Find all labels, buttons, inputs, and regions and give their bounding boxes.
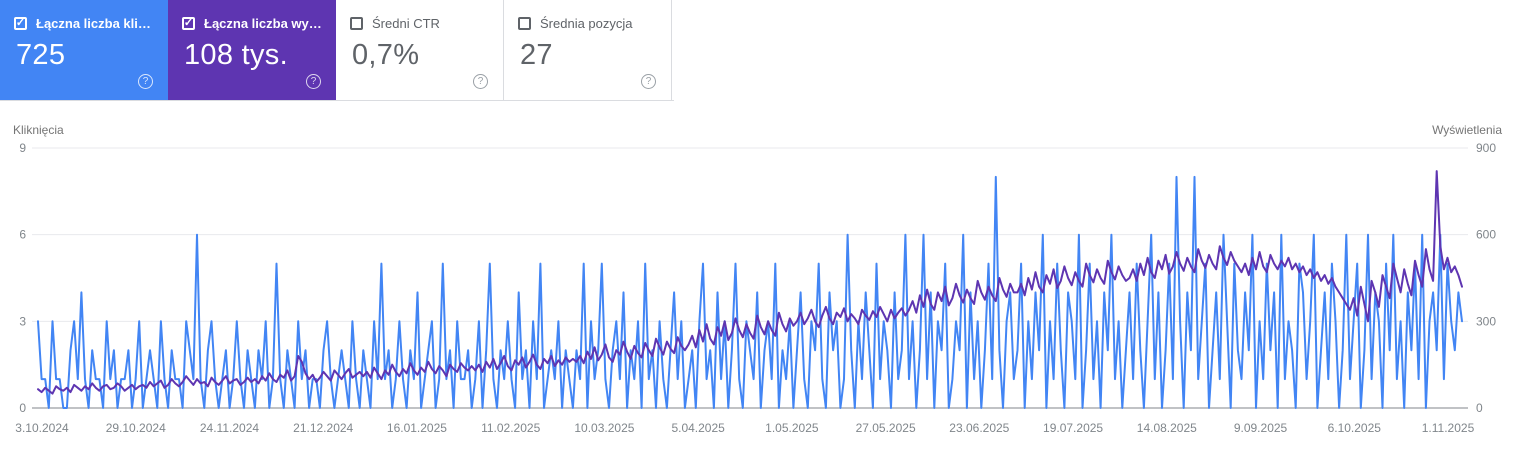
summary-card-position[interactable]: Średnia pozycja 27 ? [504, 0, 672, 100]
left-axis-tick: 9 [19, 141, 26, 155]
x-axis-date-label: 14.08.2025 [1137, 421, 1197, 435]
card-label: Łączna liczba wy… [204, 16, 322, 31]
x-axis-date-label: 29.10.2024 [106, 421, 166, 435]
card-label: Łączna liczba klik… [36, 16, 156, 31]
clicks-checkbox[interactable]: ✓ [14, 17, 27, 30]
checkmark-icon: ✓ [15, 17, 26, 29]
clicks-value: 725 [16, 39, 66, 71]
x-axis-date-label: 21.12.2024 [293, 421, 353, 435]
checkmark-icon: ✓ [183, 17, 194, 29]
metrics-header: ✓ Łączna liczba klik… 725 ? ✓ Łączna lic… [0, 0, 674, 101]
right-axis-tick: 0 [1476, 401, 1483, 415]
x-axis-date-label: 1.05.2025 [765, 421, 819, 435]
help-icon[interactable]: ? [473, 74, 488, 89]
x-axis-date-label: 27.05.2025 [856, 421, 916, 435]
left-axis-title: Kliknięcia [13, 123, 64, 137]
summary-card-impressions[interactable]: ✓ Łączna liczba wy… 108 tys. ? [168, 0, 336, 100]
series-line-clicks [37, 175, 1463, 409]
left-axis-tick: 3 [19, 314, 26, 328]
ctr-value: 0,7% [352, 39, 420, 71]
help-icon[interactable]: ? [641, 74, 656, 89]
x-axis-date-label: 19.07.2025 [1043, 421, 1103, 435]
x-axis-date-label: 24.11.2024 [200, 421, 259, 435]
x-axis-date-label: 6.10.2025 [1328, 421, 1382, 435]
right-axis-tick: 300 [1476, 314, 1496, 328]
help-icon[interactable]: ? [306, 74, 321, 89]
right-axis-title: Wyświetlenia [1432, 123, 1502, 137]
card-header: Średni CTR [350, 16, 491, 31]
x-axis-date-label: 3.10.2024 [15, 421, 69, 435]
help-icon[interactable]: ? [138, 74, 153, 89]
chart-canvas[interactable]: 0 0 3 300 6 600 9 900 3.10.2024 29.10.2024 24.11.2… [0, 101, 1515, 459]
ctr-checkbox[interactable] [350, 17, 363, 30]
left-axis-tick: 0 [19, 401, 26, 415]
summary-card-clicks[interactable]: ✓ Łączna liczba klik… 725 ? [0, 0, 168, 100]
series-line-impressions [37, 170, 1463, 395]
card-header: Średnia pozycja [518, 16, 659, 31]
position-value: 27 [520, 39, 553, 71]
x-axis-date-label: 9.09.2025 [1234, 421, 1288, 435]
x-axis-date-label: 1.11.2025 [1422, 421, 1475, 435]
right-axis-tick: 600 [1476, 228, 1496, 242]
impressions-checkbox[interactable]: ✓ [182, 17, 195, 30]
card-header: ✓ Łączna liczba klik… [14, 16, 156, 31]
x-axis-date-label: 5.04.2025 [671, 421, 725, 435]
position-checkbox[interactable] [518, 17, 531, 30]
left-axis-tick: 6 [19, 228, 26, 242]
x-axis-date-label: 23.06.2025 [949, 421, 1009, 435]
summary-card-ctr[interactable]: Średni CTR 0,7% ? [336, 0, 504, 100]
x-axis-date-label: 10.03.2025 [574, 421, 634, 435]
right-axis-tick: 900 [1476, 141, 1496, 155]
performance-chart[interactable]: Kliknięcia Wyświetlenia 0 0 3 300 6 600 9 900 3.… [0, 101, 1515, 459]
card-label: Średni CTR [372, 16, 440, 31]
card-label: Średnia pozycja [540, 16, 633, 31]
x-axis-date-label: 11.02.2025 [481, 421, 540, 435]
x-axis-date-label: 16.01.2025 [387, 421, 447, 435]
card-header: ✓ Łączna liczba wy… [182, 16, 324, 31]
impressions-value: 108 tys. [184, 39, 288, 71]
